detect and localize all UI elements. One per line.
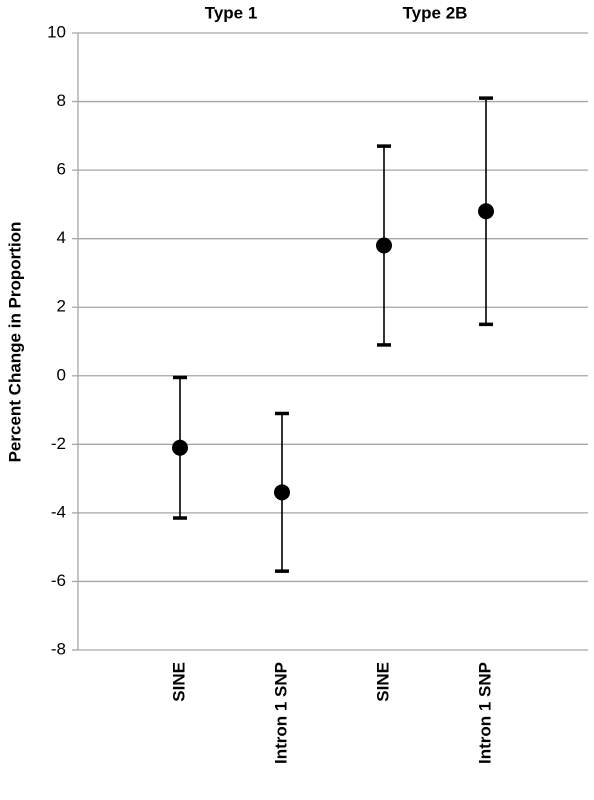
y-tick-label: -4: [51, 502, 66, 521]
y-tick-label: 6: [57, 160, 66, 179]
point: [172, 439, 188, 456]
group-label: Type 1: [205, 3, 258, 22]
y-axis-label: Percent Change in Proportion: [5, 222, 24, 463]
x-tick-label: Intron 1 SNP: [475, 662, 494, 764]
y-tick-label: -8: [51, 639, 66, 658]
point: [478, 203, 494, 220]
y-tick-label: 4: [57, 228, 66, 247]
point: [376, 237, 392, 254]
x-tick-label: SINE: [169, 662, 188, 702]
point: [274, 484, 290, 501]
y-tick-label: 2: [57, 297, 66, 316]
y-tick-label: 0: [57, 365, 66, 384]
group-label: Type 2B: [403, 3, 468, 22]
y-tick-label: -6: [51, 571, 66, 590]
y-tick-label: -2: [51, 434, 66, 453]
y-tick-label: 10: [47, 22, 66, 41]
y-tick-label: 8: [57, 91, 66, 110]
x-tick-label: Intron 1 SNP: [271, 662, 290, 764]
x-tick-label: SINE: [373, 662, 392, 702]
